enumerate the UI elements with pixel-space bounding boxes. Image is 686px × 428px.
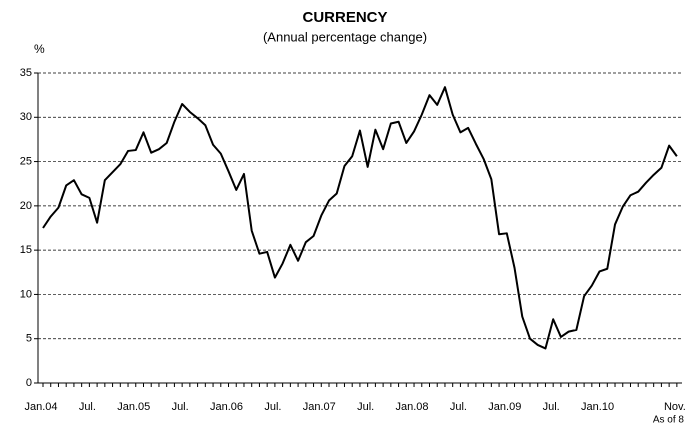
y-tick-label: 0 bbox=[26, 377, 32, 389]
x-tick-label: Jan.07 bbox=[303, 401, 336, 413]
y-tick-label: 20 bbox=[20, 200, 32, 212]
chart-subtitle: (Annual percentage change) bbox=[263, 29, 427, 44]
y-axis-label: % bbox=[34, 42, 45, 56]
x-tick-label: Jul. bbox=[264, 401, 281, 413]
x-tick-label: Jan.04 bbox=[24, 401, 57, 413]
x-tick-label: Jul. bbox=[172, 401, 189, 413]
x-tick-label: Jul. bbox=[79, 401, 96, 413]
y-tick-label: 25 bbox=[20, 155, 32, 167]
chart-title: CURRENCY bbox=[302, 9, 387, 26]
y-tick-label: 30 bbox=[20, 111, 32, 123]
x-tick-label: Jan.08 bbox=[396, 401, 429, 413]
line bbox=[42, 86, 678, 350]
y-tick-label: 35 bbox=[20, 67, 32, 79]
y-tick-label: 15 bbox=[20, 244, 32, 256]
x-tick-label: Jan.09 bbox=[488, 401, 521, 413]
x-tick-label: Jan.05 bbox=[117, 401, 150, 413]
x-tick-label: Jul. bbox=[450, 401, 467, 413]
x-tick-label: Nov. bbox=[664, 401, 686, 413]
x-tick-label: Jul. bbox=[357, 401, 374, 413]
annotation: As of 8 bbox=[653, 415, 685, 426]
x-tick-label: Jan.06 bbox=[210, 401, 243, 413]
y-tick-label: 5 bbox=[26, 333, 32, 345]
x-tick-label: Jan.10 bbox=[581, 401, 614, 413]
y-tick-label: 10 bbox=[20, 288, 32, 300]
x-tick-label: Jul. bbox=[543, 401, 560, 413]
